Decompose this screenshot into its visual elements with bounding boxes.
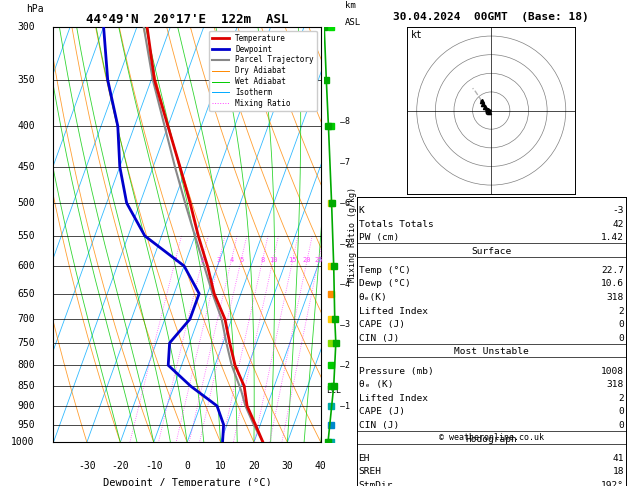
Legend: Temperature, Dewpoint, Parcel Trajectory, Dry Adiabat, Wet Adiabat, Isotherm, Mi: Temperature, Dewpoint, Parcel Trajectory… — [209, 31, 317, 111]
Text: 318: 318 — [607, 293, 624, 302]
Text: Totals Totals: Totals Totals — [359, 220, 433, 228]
Text: CAPE (J): CAPE (J) — [359, 320, 404, 329]
Text: Dewpoint / Temperature (°C): Dewpoint / Temperature (°C) — [103, 478, 272, 486]
Text: 450: 450 — [17, 162, 35, 172]
Text: 3: 3 — [217, 257, 221, 263]
Text: 500: 500 — [17, 198, 35, 208]
Text: 1008: 1008 — [601, 366, 624, 376]
Text: 750: 750 — [17, 338, 35, 348]
Text: Surface: Surface — [471, 247, 511, 256]
Text: © weatheronline.co.uk: © weatheronline.co.uk — [439, 433, 543, 442]
Text: 3: 3 — [345, 320, 350, 330]
Text: -3: -3 — [613, 206, 624, 215]
Text: -20: -20 — [111, 461, 129, 471]
Text: hPa: hPa — [26, 4, 43, 14]
Text: EH: EH — [359, 453, 370, 463]
Text: 18: 18 — [613, 467, 624, 476]
Text: 300: 300 — [17, 22, 35, 32]
Text: 10.6: 10.6 — [601, 279, 624, 288]
Text: 4: 4 — [345, 280, 350, 289]
Text: 700: 700 — [17, 314, 35, 324]
Text: -30: -30 — [78, 461, 96, 471]
Text: θₑ(K): θₑ(K) — [359, 293, 387, 302]
Text: 0: 0 — [618, 320, 624, 329]
Text: CIN (J): CIN (J) — [359, 334, 399, 343]
Text: 5: 5 — [239, 257, 243, 263]
Text: SREH: SREH — [359, 467, 382, 476]
Text: 400: 400 — [17, 121, 35, 131]
Text: Lifted Index: Lifted Index — [359, 394, 428, 403]
Text: km: km — [345, 1, 355, 10]
Text: 4: 4 — [229, 257, 233, 263]
Text: PW (cm): PW (cm) — [359, 233, 399, 242]
Text: 950: 950 — [17, 419, 35, 430]
Text: 42: 42 — [613, 220, 624, 228]
Text: 350: 350 — [17, 75, 35, 85]
Text: 10: 10 — [269, 257, 277, 263]
Text: Hodograph: Hodograph — [465, 434, 517, 444]
Text: 22.7: 22.7 — [601, 266, 624, 275]
Text: 30.04.2024  00GMT  (Base: 18): 30.04.2024 00GMT (Base: 18) — [393, 12, 589, 22]
Text: 5: 5 — [345, 239, 350, 248]
Text: 800: 800 — [17, 360, 35, 370]
Text: 192°: 192° — [601, 481, 624, 486]
Text: 7: 7 — [345, 158, 350, 167]
Text: Mixing Ratio (g/kg): Mixing Ratio (g/kg) — [348, 187, 357, 282]
Text: StmDir: StmDir — [359, 481, 393, 486]
Text: 0: 0 — [184, 461, 190, 471]
Text: 25: 25 — [314, 257, 323, 263]
Text: 0: 0 — [618, 421, 624, 430]
Text: -10: -10 — [145, 461, 162, 471]
Text: 20: 20 — [303, 257, 311, 263]
Text: 20: 20 — [248, 461, 260, 471]
Text: kt: kt — [411, 30, 423, 40]
Text: 40: 40 — [315, 461, 326, 471]
Text: 6: 6 — [345, 199, 350, 208]
Text: 850: 850 — [17, 381, 35, 391]
Text: 2: 2 — [345, 361, 350, 370]
Text: Pressure (mb): Pressure (mb) — [359, 366, 433, 376]
Text: LCL: LCL — [326, 386, 341, 395]
Text: Lifted Index: Lifted Index — [359, 307, 428, 315]
Text: CIN (J): CIN (J) — [359, 421, 399, 430]
Text: 600: 600 — [17, 261, 35, 271]
Text: 41: 41 — [613, 453, 624, 463]
Text: 2: 2 — [200, 257, 204, 263]
Text: 2: 2 — [618, 394, 624, 403]
Text: Temp (°C): Temp (°C) — [359, 266, 410, 275]
Text: 1: 1 — [345, 402, 350, 411]
Text: 1: 1 — [173, 257, 177, 263]
Text: 15: 15 — [289, 257, 297, 263]
Text: θₑ (K): θₑ (K) — [359, 380, 393, 389]
Text: 650: 650 — [17, 289, 35, 298]
Text: ASL: ASL — [345, 17, 360, 27]
Text: 318: 318 — [607, 380, 624, 389]
Text: 550: 550 — [17, 231, 35, 241]
Title: 44°49'N  20°17'E  122m  ASL: 44°49'N 20°17'E 122m ASL — [86, 13, 288, 26]
Text: 8: 8 — [345, 118, 350, 126]
Text: 8: 8 — [260, 257, 265, 263]
Text: Dewp (°C): Dewp (°C) — [359, 279, 410, 288]
Text: 1000: 1000 — [11, 437, 35, 447]
Text: CAPE (J): CAPE (J) — [359, 407, 404, 417]
Text: 0: 0 — [618, 407, 624, 417]
Text: 30: 30 — [282, 461, 293, 471]
Text: 0: 0 — [618, 334, 624, 343]
Text: 10: 10 — [214, 461, 226, 471]
Text: K: K — [359, 206, 364, 215]
Text: 900: 900 — [17, 401, 35, 411]
Text: Most Unstable: Most Unstable — [454, 347, 528, 356]
Text: 1.42: 1.42 — [601, 233, 624, 242]
Text: 2: 2 — [618, 307, 624, 315]
